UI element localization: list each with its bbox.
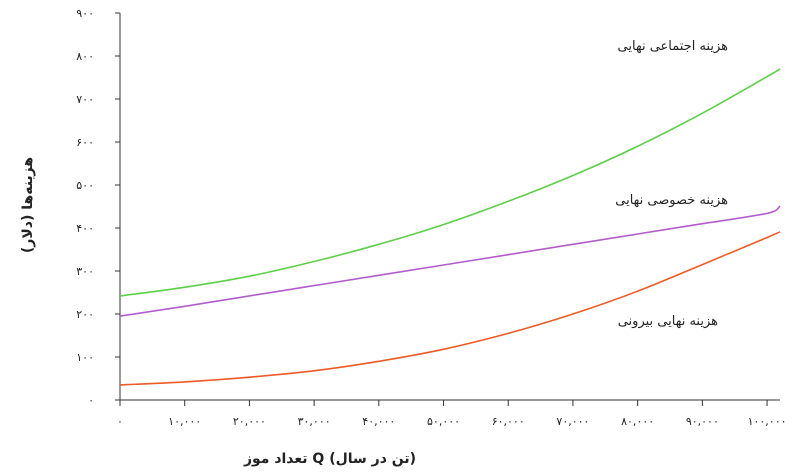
- x-axis-title: تعداد موز Q (تن در سال): [243, 451, 416, 467]
- y-tick-label: ۲۰۰: [76, 308, 94, 321]
- series-layer: [119, 68, 781, 386]
- y-tick-label: ۵۰۰: [76, 179, 94, 192]
- series-line-private: [119, 205, 781, 317]
- series-label-external: هزینه نهایی بیرونی: [618, 314, 718, 329]
- x-ticks: ۰ ۱۰,۰۰۰ ۲۰,۰۰۰ ۳۰,۰۰۰ ۴۰,۰۰۰ ۵۰,۰۰۰ ۶۰,۰۰۰ ۷۰,…: [117, 400, 787, 428]
- y-tick-label: ۰: [88, 394, 94, 407]
- x-tick-label: ۱۰۰,۰۰۰: [748, 415, 787, 428]
- x-tick-label: ۱۰,۰۰۰: [168, 415, 201, 428]
- x-tick-label: ۵۰,۰۰۰: [427, 415, 460, 428]
- y-tick-label: ۱۰۰: [76, 351, 94, 364]
- y-tick-label: ۶۰۰: [76, 136, 94, 149]
- y-tick-label: ۴۰۰: [76, 222, 94, 235]
- x-tick-label: ۰: [117, 415, 123, 428]
- series-line-external: [119, 231, 781, 386]
- x-tick-label: ۴۰,۰۰۰: [362, 415, 395, 428]
- y-tick-label: ۸۰۰: [76, 50, 94, 63]
- series-label-private: هزینه خصوصی نهایی: [615, 193, 728, 208]
- y-axis-title: هزینه‌ها (دلار): [20, 157, 36, 253]
- series-labels: هزینه اجتماعی نهایی هزینه خصوصی نهایی هز…: [615, 39, 728, 329]
- x-tick-label: ۷۰,۰۰۰: [556, 415, 589, 428]
- x-tick-label: ۹۰,۰۰۰: [686, 415, 719, 428]
- x-tick-label: ۶۰,۰۰۰: [492, 415, 525, 428]
- series-line-social: [119, 68, 781, 297]
- series-label-social: هزینه اجتماعی نهایی: [618, 39, 729, 54]
- y-tick-label: ۹۰۰: [76, 7, 94, 20]
- y-tick-label: ۷۰۰: [76, 93, 94, 106]
- x-tick-label: ۳۰,۰۰۰: [298, 415, 331, 428]
- x-tick-label: ۸۰,۰۰۰: [621, 415, 654, 428]
- x-tick-label: ۲۰,۰۰۰: [233, 415, 266, 428]
- axes: [119, 13, 780, 401]
- y-ticks: ۰ ۱۰۰ ۲۰۰ ۳۰۰ ۴۰۰ ۵۰۰ ۶۰۰ ۷۰۰ ۸۰۰ ۹۰۰: [76, 7, 120, 407]
- y-tick-label: ۳۰۰: [76, 265, 94, 278]
